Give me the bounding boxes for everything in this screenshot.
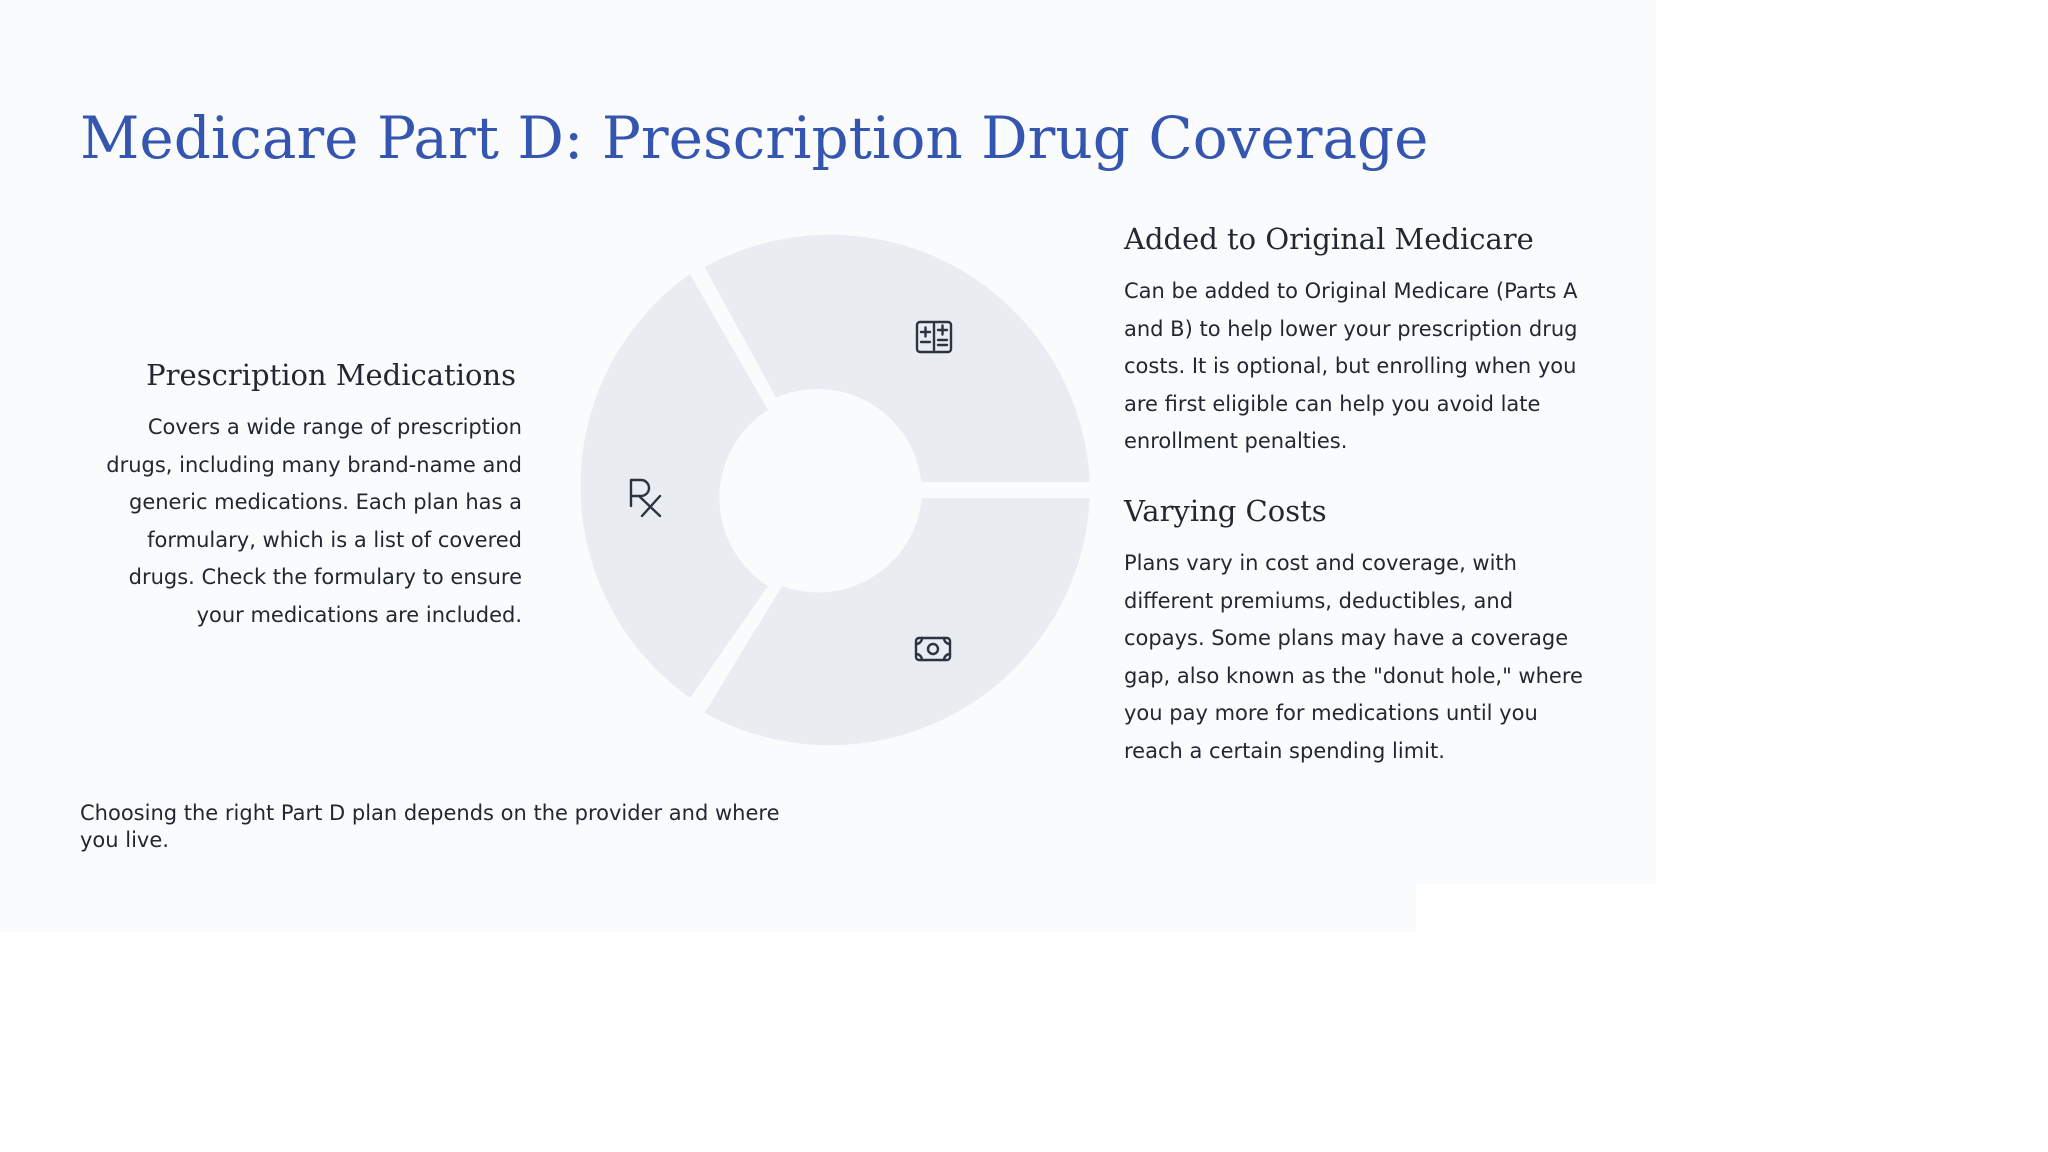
added-to-original-medicare-heading: Added to Original Medicare [1124,222,1534,256]
donut-segment-added-to-original-medicare [704,234,1090,482]
donut-segment-varying-costs [704,498,1090,746]
added-to-original-medicare-text: Can be added to Original Medicare (Parts… [1124,279,1578,453]
slide-corner-cutout [1416,884,1656,932]
prescription-medications-heading: Prescription Medications [146,358,516,392]
donut-segment-prescription-medications [580,274,768,698]
donut-diagram [580,234,1090,746]
varying-costs-heading: Varying Costs [1124,494,1327,528]
banknote-icon [914,636,952,662]
prescription-medications-text: Covers a wide range of prescription drug… [106,415,522,627]
varying-costs-text: Plans vary in cost and coverage, with di… [1124,551,1583,763]
medical-card-icon [915,320,953,354]
slide-background [0,0,1656,932]
footer-note: Choosing the right Part D plan depends o… [80,801,780,852]
page-title: Medicare Part D: Prescription Drug Cover… [80,104,1429,172]
rx-icon [629,478,662,518]
